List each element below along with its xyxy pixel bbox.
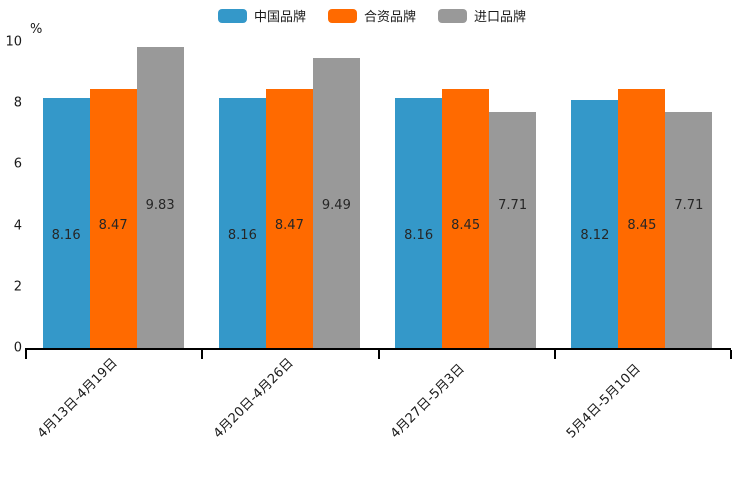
bar-value-label-1-1: 8.47 xyxy=(274,218,304,233)
bar-value-label-0-1: 8.47 xyxy=(98,218,128,233)
legend-label-0: 中国品牌 xyxy=(253,10,306,25)
legend-swatch-icon-2 xyxy=(438,8,467,23)
x-category-label-1: 4月20日-4月26日 xyxy=(211,355,297,442)
bar-3-0[interactable]: 8.12 xyxy=(571,99,619,348)
plot-area: 8.16 8.16 8.16 8.12 8.47 8.47 8.45 8.45 9.83 9.49… xyxy=(25,42,730,348)
bar-2-1[interactable]: 8.45 xyxy=(442,89,490,348)
bar-2-0[interactable]: 8.16 xyxy=(395,98,443,348)
bar-value-label-2-1: 8.45 xyxy=(451,218,481,233)
bar-value-label-2-0: 8.16 xyxy=(404,228,434,243)
y-tick-label-0: 0 xyxy=(13,340,22,356)
bar-1-0[interactable]: 8.16 xyxy=(218,98,266,348)
bar-value-label-2-2: 7.71 xyxy=(498,198,528,213)
y-tick-label-6: 6 xyxy=(13,156,22,172)
x-category-label-3: 5月4日-5月10日 xyxy=(563,361,644,442)
x-tick-1 xyxy=(201,350,204,359)
bar-value-label-3-1: 8.45 xyxy=(627,218,657,233)
bar-1-1[interactable]: 8.47 xyxy=(265,88,313,348)
bar-0-2[interactable]: 9.83 xyxy=(136,47,184,348)
y-tick-label-2: 2 xyxy=(13,279,22,295)
y-axis-unit-label: % xyxy=(30,22,43,37)
x-category-label-2: 4月27日-5月3日 xyxy=(387,361,468,442)
bar-2-2[interactable]: 7.71 xyxy=(489,112,537,348)
legend-label-1: 合资品牌 xyxy=(363,10,416,25)
y-tick-label-4: 4 xyxy=(13,218,22,234)
x-tick-3 xyxy=(553,350,556,359)
bar-3-2[interactable]: 7.71 xyxy=(665,112,713,348)
y-tick-label-8: 8 xyxy=(13,95,22,111)
legend-item-1[interactable]: 合资品牌 xyxy=(327,6,416,25)
bar-value-label-3-0: 8.12 xyxy=(580,228,610,243)
bar-value-label-1-2: 9.49 xyxy=(321,198,351,213)
bar-0-0[interactable]: 8.16 xyxy=(42,98,90,348)
x-tick-4 xyxy=(730,350,732,359)
bar-value-label-0-2: 9.83 xyxy=(145,198,175,213)
chart-legend: 中国品牌 合资品牌 进口品牌 xyxy=(0,6,744,25)
x-tick-0 xyxy=(25,350,27,359)
legend-item-2[interactable]: 进口品牌 xyxy=(438,6,526,25)
legend-swatch-icon-1 xyxy=(327,8,357,23)
bar-0-1[interactable]: 8.47 xyxy=(89,88,137,348)
y-tick-label-10: 10 xyxy=(5,34,22,50)
legend-swatch-icon-0 xyxy=(217,8,247,23)
legend-label-2: 进口品牌 xyxy=(474,10,527,25)
bar-value-label-1-0: 8.16 xyxy=(227,228,257,243)
y-axis-tick-labels: 10 8 6 4 2 0 xyxy=(0,35,22,356)
bar-value-label-3-2: 7.71 xyxy=(674,198,704,213)
bar-value-label-0-0: 8.16 xyxy=(51,228,81,243)
x-tick-2 xyxy=(377,350,380,359)
legend-item-0[interactable]: 中国品牌 xyxy=(217,6,306,25)
bar-3-1[interactable]: 8.45 xyxy=(618,89,666,348)
bar-1-2[interactable]: 9.49 xyxy=(312,57,360,348)
x-axis-line xyxy=(25,348,731,350)
x-category-label-0: 4月13日-4月19日 xyxy=(34,355,121,442)
